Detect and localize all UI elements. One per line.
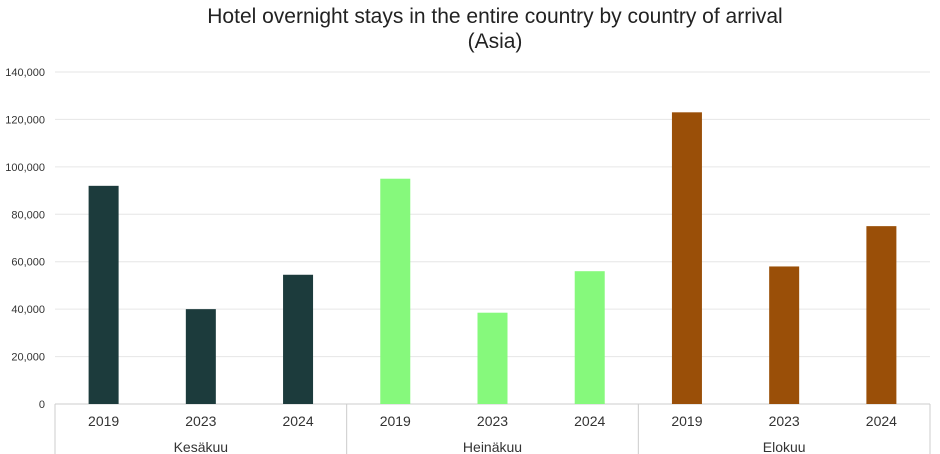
bar <box>769 266 800 404</box>
x-tick-label: 2023 <box>185 413 216 429</box>
y-tick-label: 120,000 <box>5 114 45 126</box>
x-tick-label: 2019 <box>671 413 702 429</box>
bar <box>185 309 216 404</box>
bar <box>671 112 702 405</box>
bar <box>88 185 119 404</box>
y-tick-label: 140,000 <box>5 67 45 79</box>
y-tick-label: 100,000 <box>5 162 45 174</box>
x-tick-label: 2023 <box>477 413 508 429</box>
y-tick-label: 60,000 <box>11 257 45 269</box>
y-tick-label: 20,000 <box>11 352 45 364</box>
y-tick-label: 40,000 <box>11 304 45 316</box>
bar <box>866 226 897 404</box>
group-label: Heinäkuu <box>463 439 522 454</box>
x-tick-label: 2024 <box>866 413 897 429</box>
bar <box>477 312 508 404</box>
x-tick-label: 2024 <box>574 413 605 429</box>
chart-title-text: Hotel overnight stays in the entire coun… <box>207 5 783 28</box>
chart-subtitle-text: (Asia) <box>467 30 523 53</box>
group-label: Kesäkuu <box>174 439 228 454</box>
group-label: Elokuu <box>763 439 806 454</box>
bar <box>283 274 314 404</box>
x-tick-label: 2019 <box>380 413 411 429</box>
bar <box>380 178 411 404</box>
x-tick-label: 2023 <box>769 413 800 429</box>
x-tick-label: 2024 <box>282 413 313 429</box>
x-tick-label: 2019 <box>88 413 119 429</box>
chart-title: Hotel overnight stays in the entire coun… <box>0 4 940 54</box>
y-tick-label: 80,000 <box>11 209 45 221</box>
y-tick-label: 0 <box>39 399 45 411</box>
bar <box>574 271 605 404</box>
